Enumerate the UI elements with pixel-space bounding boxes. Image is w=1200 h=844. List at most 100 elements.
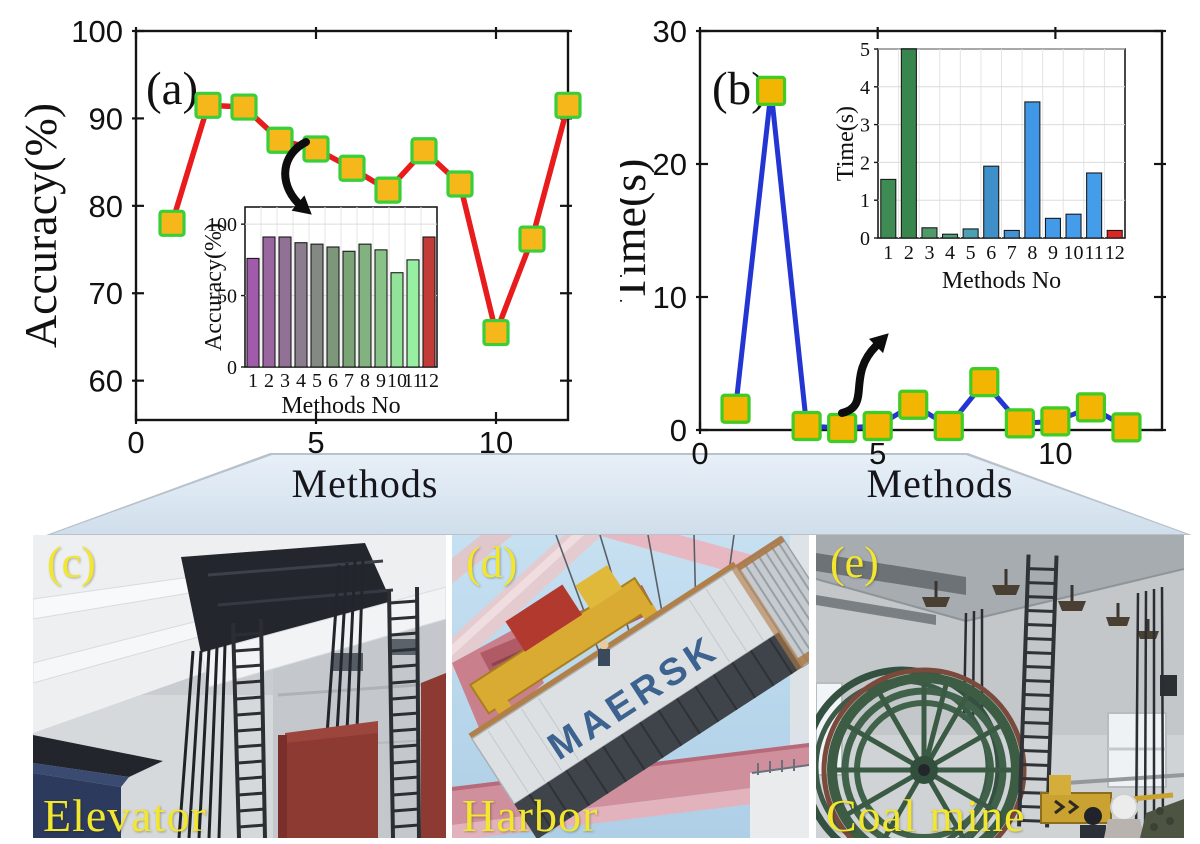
- inset-bar: [921, 227, 938, 239]
- inset-bar: [358, 243, 372, 368]
- inset-bar: [278, 236, 292, 368]
- inset-bar: [422, 236, 436, 368]
- inset-xlabel: Methods No: [942, 268, 1061, 294]
- photo-label-d: (d): [466, 538, 518, 587]
- y-tick-label: 0: [670, 413, 687, 448]
- photo-coal-mine: (e) Coal mine: [816, 535, 1184, 838]
- x-tick-label: 5: [307, 425, 324, 460]
- y-tick-label: 30: [653, 14, 687, 49]
- inset-x-tick-label: 7: [344, 370, 354, 392]
- inset-xlabel: Methods No: [281, 393, 400, 419]
- inset-x-tick-label: 9: [1048, 242, 1058, 264]
- people: [1080, 793, 1184, 838]
- inset-bar: [1024, 101, 1041, 239]
- series-marker: [862, 410, 893, 442]
- y-tick-label: 80: [89, 189, 123, 224]
- curved-arrow-icon: [281, 138, 310, 207]
- inset-bar: [1086, 172, 1103, 239]
- series-marker: [194, 91, 222, 119]
- inset-bar: [1003, 229, 1020, 239]
- crane-operator: [598, 640, 610, 666]
- x-tick-label: 10: [1038, 436, 1072, 470]
- series-marker: [446, 170, 474, 198]
- inset-x-tick-label: 5: [966, 242, 976, 264]
- elevator-scene: [33, 535, 446, 838]
- red-panel-right: [421, 673, 446, 838]
- inset-bar: [1044, 217, 1062, 239]
- inset-x-tick-label: 4: [296, 370, 306, 392]
- steel-platform: [816, 553, 966, 595]
- inset-bar: [1106, 229, 1123, 239]
- ceiling: [816, 535, 1184, 621]
- photo-caption-coal-mine: Coal mine: [826, 790, 1026, 838]
- inset-y-tick-label: 5: [860, 39, 870, 61]
- series-marker: [755, 75, 787, 106]
- series-marker: [720, 393, 751, 424]
- red-column: [285, 733, 378, 838]
- photo-harbor: MAERSK: [452, 535, 809, 838]
- series-marker: [158, 209, 186, 237]
- coal-mine-scene: [816, 535, 1184, 838]
- inset-y-tick-label: 3: [860, 115, 870, 137]
- inset-y-tick-label: 50: [217, 286, 237, 308]
- series-marker: [266, 126, 294, 154]
- series-marker: [410, 137, 438, 165]
- inset-y-tick-label: 0: [227, 357, 237, 379]
- y-tick-label: 20: [653, 147, 687, 182]
- inset-x-tick-label: 3: [924, 242, 934, 264]
- spreader-machinery: [505, 584, 583, 652]
- ladder-right: [387, 586, 421, 838]
- series-marker: [1040, 406, 1071, 437]
- inset-x-tick-label: 4: [945, 242, 955, 264]
- y-tick-label: 70: [89, 276, 123, 311]
- series-marker: [933, 410, 964, 442]
- crane-boom-upper: [597, 535, 758, 576]
- inset-bar: [880, 178, 897, 239]
- inset-bar: [1065, 213, 1082, 239]
- inset-bar: [962, 228, 979, 239]
- series-marker: [482, 318, 510, 347]
- inset-x-tick-label: 10: [387, 370, 407, 392]
- inset-bar: [310, 243, 324, 368]
- ladder-left: [231, 618, 267, 838]
- inset-x-tick-label: 7: [1007, 242, 1017, 264]
- series-marker: [302, 135, 330, 163]
- y-tick-label: 90: [89, 101, 123, 136]
- xlabel-methods-a: Methods: [291, 461, 439, 506]
- series-marker: [338, 154, 366, 182]
- inset-bar: [262, 236, 276, 368]
- white-hood: [1110, 793, 1138, 821]
- inset-x-tick-label: 5: [312, 370, 322, 392]
- inset-bar: [326, 246, 340, 368]
- inset-y-tick-label: 2: [860, 152, 870, 174]
- inset-ylabel: Accuracy(%): [201, 223, 227, 351]
- series-marker: [518, 225, 546, 253]
- inset-bar: [406, 259, 420, 368]
- inset-x-tick-label: 1: [248, 370, 258, 392]
- y-tick-label: 60: [89, 364, 123, 399]
- series-marker: [969, 367, 1000, 398]
- inset-x-tick-label: 11: [403, 370, 422, 392]
- inset-x-tick-label: 2: [264, 370, 274, 392]
- inset-y-tick-label: 100: [207, 214, 237, 236]
- series-marker: [1111, 412, 1142, 443]
- photo-label-c: (c): [47, 538, 96, 587]
- photo-elevator: (c) Elevator: [33, 535, 446, 838]
- photo-caption-harbor: Harbor: [462, 790, 599, 838]
- inset-y-tick-label: 0: [860, 228, 870, 250]
- photo-caption-elevator: Elevator: [43, 790, 207, 838]
- inset-x-tick-label: 8: [1027, 242, 1037, 264]
- inset-x-tick-label: 3: [280, 370, 290, 392]
- axes-box: [134, 29, 570, 422]
- series-marker: [554, 91, 582, 119]
- inset-bar: [374, 249, 388, 368]
- inset-x-tick-label: 6: [986, 242, 996, 264]
- inset-x-tick-label: 10: [1064, 242, 1084, 264]
- x-tick-label: 5: [869, 436, 886, 470]
- x-tick-label: 10: [479, 425, 513, 460]
- arrowhead-icon: [868, 333, 889, 354]
- inset-x-tick-label: 11: [1084, 242, 1103, 264]
- y-tick-label: 100: [71, 14, 123, 49]
